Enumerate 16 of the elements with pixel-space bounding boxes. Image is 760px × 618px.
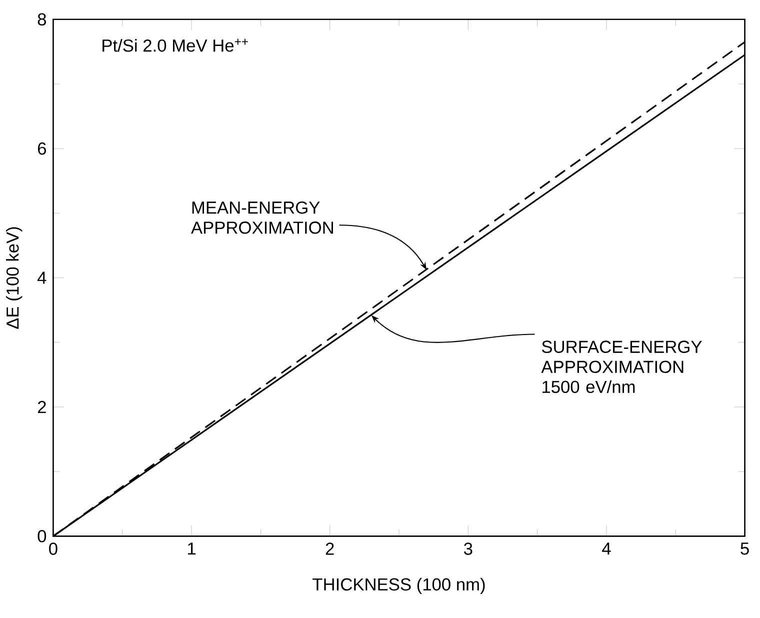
y-tick-label: 8 — [38, 13, 46, 26]
annotation: SURFACE-ENERGY APPROXIMATION 1500 eV/nm — [541, 340, 702, 394]
x-tick-label: 5 — [740, 542, 749, 555]
annotation: MEAN-ENERGY APPROXIMATION — [191, 202, 333, 234]
y-tick-label: 0 — [38, 530, 46, 542]
y-tick-label: 6 — [38, 142, 46, 155]
x-tick-label: 1 — [188, 542, 196, 555]
x-axis-title: THICKNESS (100 nm) — [312, 578, 485, 594]
y-tick-label: 4 — [37, 272, 46, 284]
x-tick-label: 3 — [464, 542, 472, 555]
annotation: Pt/Si 2.0 MeV He$^{++}$ — [102, 38, 248, 52]
y-tick-label: 2 — [38, 400, 46, 414]
x-tick-label: 2 — [326, 542, 334, 555]
x-tick-label: 0 — [49, 542, 58, 555]
x-tick-label: 4 — [602, 542, 611, 555]
y-axis-title: ΔE (100 keV) — [6, 227, 22, 329]
